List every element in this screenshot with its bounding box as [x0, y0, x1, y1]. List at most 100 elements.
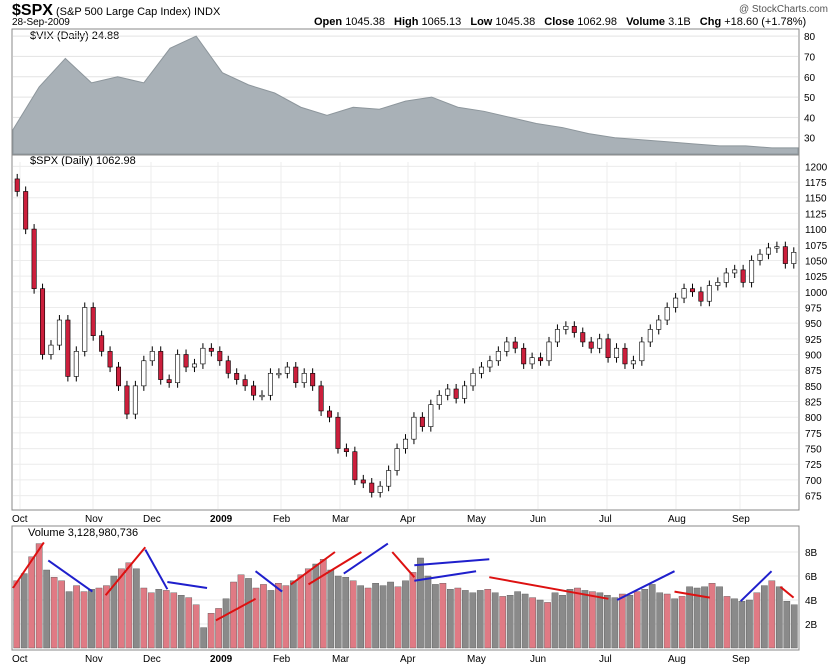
- month-label: Apr: [400, 514, 416, 525]
- volume-bar: [58, 580, 65, 649]
- price-candle: [698, 291, 704, 302]
- volume-bar: [80, 591, 88, 649]
- vix-tick-label: 80: [804, 32, 816, 43]
- price-candle: [225, 360, 231, 374]
- volume-bar: [768, 580, 776, 649]
- volume-bar: [387, 581, 394, 649]
- price-candle: [681, 288, 687, 299]
- volume-bar: [170, 592, 178, 649]
- month-label: Mar: [332, 514, 350, 525]
- volume-bar: [364, 587, 372, 649]
- price-candle: [310, 373, 316, 387]
- price-candle: [166, 379, 172, 384]
- vix-tick-label: 60: [804, 73, 816, 84]
- volume-bar: [372, 583, 379, 649]
- volume-trendline: [414, 558, 490, 567]
- price-candle: [597, 338, 603, 349]
- price-candle: [639, 341, 645, 362]
- volume-bar: [200, 627, 207, 649]
- price-candle: [14, 178, 20, 192]
- price-panel: $SPX (Daily) 1062.98 675 700 725 750 775 800 8…: [11, 154, 828, 511]
- vix-tick-label: 40: [804, 113, 816, 124]
- price-candle: [259, 394, 265, 398]
- price-candle: [386, 470, 392, 487]
- price-candle: [580, 332, 586, 343]
- price-candle: [99, 335, 105, 352]
- price-tick-label: 1000: [805, 288, 828, 299]
- price-candle: [56, 319, 62, 346]
- price-candle: [723, 272, 729, 283]
- volume-bar: [731, 598, 738, 649]
- volume-bar: [783, 601, 791, 649]
- exchange: INDX: [194, 6, 221, 18]
- volume-trendline: [47, 559, 93, 593]
- vix-tick-label: 50: [804, 93, 816, 104]
- volume-bar: [50, 577, 58, 649]
- volume-bar: [656, 592, 664, 649]
- price-candle: [369, 482, 375, 493]
- volume-bar: [723, 596, 731, 649]
- volume-bar: [73, 585, 80, 649]
- price-candle: [487, 360, 493, 368]
- price-candle: [217, 351, 223, 362]
- price-candle: [276, 373, 282, 376]
- volume-bar: [43, 569, 50, 649]
- volume-bar: [693, 587, 701, 649]
- open-label: Open: [314, 16, 343, 28]
- month-label: Nov: [85, 654, 103, 664]
- volume-bar: [761, 585, 768, 649]
- volume-bar: [192, 604, 200, 649]
- price-candle: [132, 385, 138, 415]
- price-candle: [242, 379, 248, 387]
- price-candle: [765, 247, 771, 255]
- volume-bar: [103, 585, 110, 649]
- price-candle: [402, 438, 408, 449]
- volume-bar: [738, 601, 746, 649]
- vix-tick-label: 30: [804, 134, 816, 145]
- price-candle: [183, 354, 189, 368]
- high-label: High: [394, 16, 419, 28]
- price-candle: [267, 373, 273, 396]
- price-candle: [715, 282, 721, 286]
- price-candle: [521, 347, 527, 365]
- month-label: Nov: [85, 514, 103, 525]
- month-label: Feb: [273, 514, 291, 525]
- chart-header: $SPX (S&P 500 Large Cap Index) INDX: [12, 2, 220, 20]
- price-candle: [116, 366, 122, 387]
- volume-bar: [424, 575, 432, 649]
- price-candle: [436, 394, 442, 405]
- volume-trendline: [414, 570, 477, 582]
- price-tick-label: 925: [805, 335, 822, 346]
- volume-bar: [432, 584, 439, 649]
- volume-trendline: [104, 546, 147, 596]
- price-tick-label: 725: [805, 460, 822, 471]
- price-candle: [251, 385, 257, 396]
- price-tick-label: 850: [805, 382, 822, 393]
- price-candle: [664, 307, 670, 321]
- price-tick-label: 1125: [805, 209, 827, 220]
- month-label: Sep: [732, 514, 750, 525]
- price-candle: [73, 351, 79, 377]
- price-candle: [732, 269, 738, 274]
- price-candle: [149, 351, 155, 362]
- quote-bar: Open 1045.38 High 1065.13 Low 1045.38 Cl…: [314, 16, 812, 28]
- price-candle: [605, 338, 611, 358]
- volume-bar: [746, 599, 753, 649]
- price-candle: [107, 351, 113, 368]
- vix-area: [12, 35, 799, 155]
- volume-title: Volume 3,128,980,736: [28, 527, 138, 539]
- volume-tick-label: 6B: [805, 572, 818, 583]
- volume-bar: [252, 587, 260, 649]
- price-candle: [352, 451, 358, 481]
- month-label: 2009: [210, 654, 233, 664]
- price-candle: [48, 344, 54, 355]
- price-candle: [462, 385, 468, 399]
- volume-bar: [177, 595, 185, 649]
- volume-bar: [222, 598, 230, 649]
- volume-bar: [633, 591, 641, 649]
- price-tick-label: 700: [805, 476, 822, 487]
- price-candle: [200, 347, 206, 365]
- volume-bar: [20, 573, 28, 649]
- price-tick-label: 900: [805, 351, 822, 362]
